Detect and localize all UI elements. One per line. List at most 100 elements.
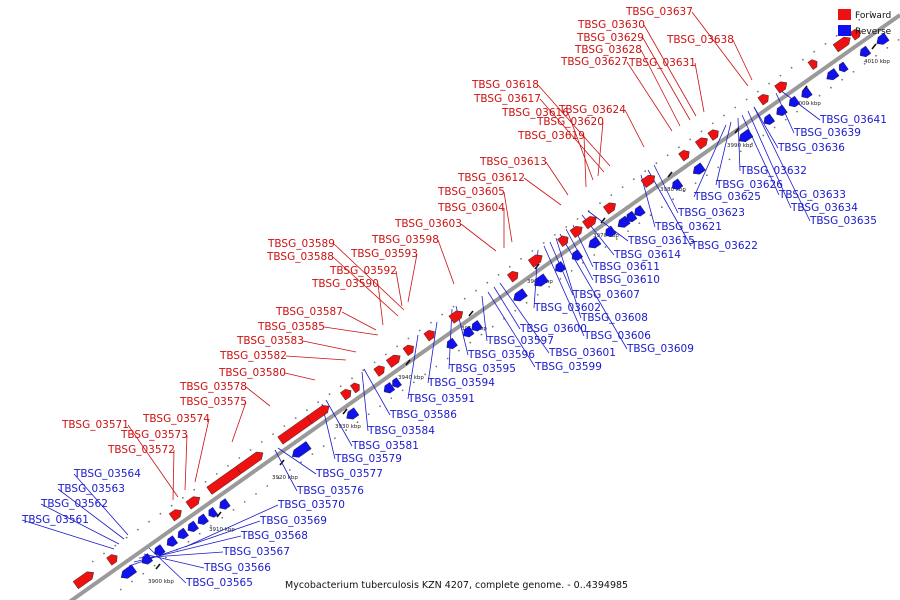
forward-gene-arrow: [185, 496, 201, 510]
position-dot: [807, 102, 810, 105]
reverse-gene-arrow: [292, 441, 312, 458]
position-dot: [255, 493, 257, 495]
label-leader-line: [779, 89, 821, 121]
reverse-gene-arrow: [763, 113, 776, 125]
label-leader-line: [377, 283, 384, 326]
forward-gene-arrow: [168, 509, 182, 522]
gene-label: TBSG_03595: [448, 363, 516, 375]
label-leader-line: [493, 286, 521, 330]
axis-tick: [468, 310, 474, 317]
gene-label: TBSG_03635: [809, 215, 877, 227]
axis-tick-label: 3930 kbp: [335, 424, 361, 430]
gene-label: TBSG_03581: [351, 440, 419, 452]
position-dot: [283, 425, 286, 427]
label-leader-line: [231, 401, 247, 443]
label-leader-line: [302, 340, 357, 353]
position-dot: [520, 257, 522, 260]
position-dot: [615, 238, 618, 240]
gene-arrows: [72, 29, 890, 590]
position-dot: [649, 214, 652, 217]
gene-label: TBSG_03608: [580, 312, 648, 324]
forward-gene-arrow: [707, 129, 719, 141]
gene-label: TBSG_03576: [296, 485, 364, 497]
legend-reverse-label: Reverse: [855, 27, 892, 37]
gene-label: TBSG_03569: [259, 515, 327, 527]
position-dot: [418, 329, 421, 332]
gene-label: TBSG_03572: [107, 444, 175, 456]
label-leader-line: [640, 49, 681, 127]
gene-label: TBSG_03621: [654, 221, 722, 233]
axis-tick-label: 4010 kbp: [864, 59, 890, 65]
gene-label: TBSG_03582: [219, 350, 287, 362]
axis-tick-label: 3990 kbp: [727, 143, 753, 149]
gene-label: TBSG_03571: [61, 419, 129, 431]
reverse-gene-arrow: [383, 382, 396, 394]
position-dot: [632, 178, 635, 181]
position-dot: [469, 341, 472, 344]
forward-gene-arrow: [423, 330, 435, 342]
reverse-gene-arrow: [859, 45, 872, 58]
position-dot: [660, 206, 663, 209]
reverse-gene-arrow: [605, 225, 617, 237]
label-leader-line: [323, 326, 379, 336]
position-dot: [514, 309, 517, 312]
label-leader-line: [653, 164, 679, 214]
position-dot: [351, 377, 353, 380]
position-dot: [210, 524, 212, 527]
position-dot: [497, 273, 500, 276]
gene-label: TBSG_03583: [236, 335, 304, 347]
reverse-gene-arrow: [166, 535, 179, 547]
position-dot: [373, 361, 376, 364]
label-leader-line: [694, 62, 705, 113]
position-dot: [204, 481, 207, 483]
gene-label: TBSG_03603: [394, 218, 462, 230]
gene-label: TBSG_03589: [267, 238, 335, 250]
position-dot: [153, 564, 156, 567]
label-leader-line: [245, 386, 271, 407]
reverse-gene-arrow: [346, 407, 360, 420]
position-dot: [272, 433, 274, 435]
gene-label: TBSG_03580: [218, 367, 286, 379]
legend-forward-swatch: [838, 9, 851, 20]
position-dot: [576, 218, 579, 220]
reverse-gene-arrow: [141, 553, 154, 565]
gene-label: TBSG_03588: [266, 251, 334, 263]
position-dot: [401, 389, 404, 392]
gene-label: TBSG_03615: [627, 235, 695, 247]
position-dot: [311, 453, 314, 455]
forward-gene-arrow: [694, 137, 708, 150]
position-dot: [841, 78, 844, 81]
reverse-gene-arrow: [392, 377, 402, 388]
forward-gene-arrow: [527, 254, 543, 268]
position-dot: [221, 516, 224, 519]
position-dot: [103, 552, 105, 555]
gene-label: TBSG_03626: [715, 179, 783, 191]
position-dot: [796, 110, 798, 113]
label-leader-line: [537, 84, 611, 167]
position-dot: [430, 321, 432, 324]
gene-label: TBSG_03633: [778, 189, 846, 201]
position-dot: [762, 134, 765, 137]
axis-tick-label: 3920 kbp: [272, 475, 298, 481]
gene-label: TBSG_03584: [367, 425, 435, 437]
position-dot: [446, 357, 449, 360]
axis-tick-label: 3970 kbp: [593, 233, 619, 239]
position-dot: [463, 297, 466, 300]
label-leader-line: [363, 368, 391, 416]
position-dot: [852, 70, 855, 73]
gene-label: TBSG_03598: [371, 234, 439, 246]
label-leader-line: [395, 270, 403, 307]
position-dot: [232, 509, 235, 511]
gene-label: TBSG_03613: [479, 156, 547, 168]
axis-tick: [871, 43, 877, 50]
reverse-gene-arrow: [197, 513, 209, 525]
gene-label: TBSG_03611: [592, 261, 660, 273]
label-leader-line: [427, 321, 438, 384]
position-dot: [243, 501, 246, 503]
forward-gene-arrow: [385, 354, 401, 368]
label-leader-line: [184, 504, 279, 548]
position-dot: [531, 250, 534, 252]
gene-label: TBSG_03563: [57, 483, 125, 495]
position-dot: [728, 158, 731, 161]
